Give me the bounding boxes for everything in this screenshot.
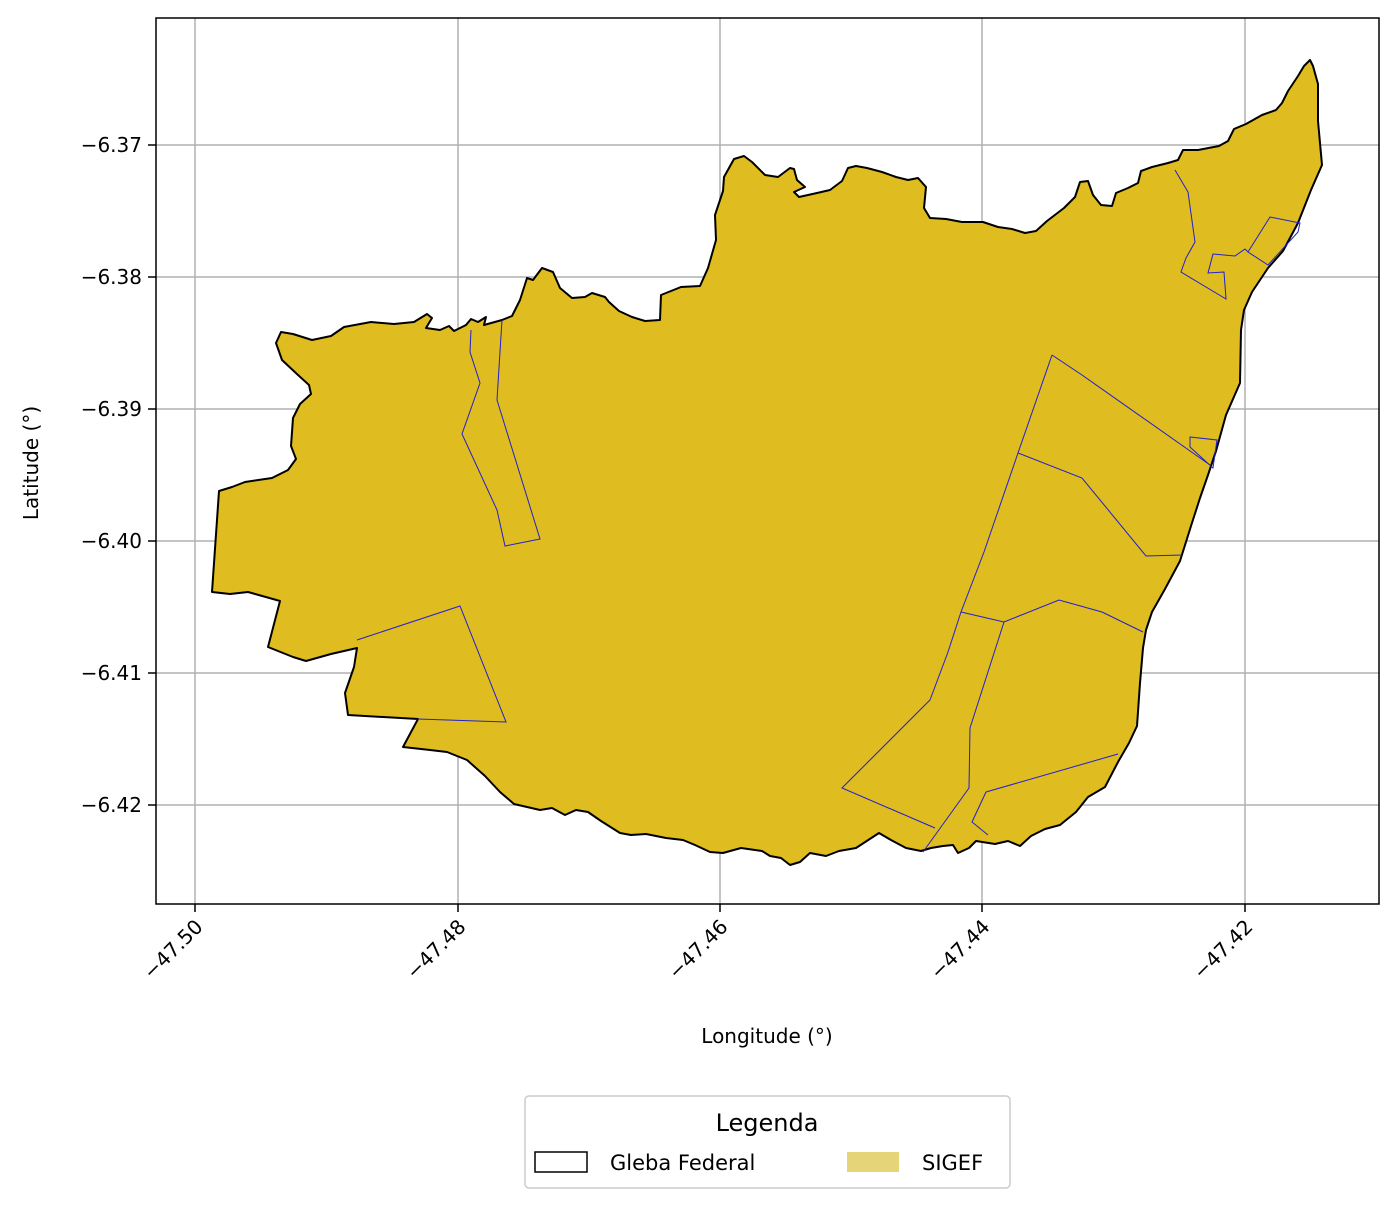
y-axis: −6.37 −6.38 −6.39 −6.40 −6.41 −6.42 — [81, 133, 156, 817]
legend-title: Legenda — [716, 1109, 819, 1137]
y-tick-label: −6.41 — [81, 661, 142, 685]
legend-swatch-sigef — [847, 1152, 899, 1172]
x-tick-label: −47.48 — [401, 915, 470, 984]
legend-label-gleba: Gleba Federal — [610, 1151, 755, 1175]
y-tick-label: −6.38 — [81, 265, 142, 289]
y-tick-label: −6.40 — [81, 529, 142, 553]
x-tick-label: −47.46 — [663, 915, 732, 984]
y-tick-label: −6.37 — [81, 133, 142, 157]
y-tick-label: −6.42 — [81, 793, 142, 817]
legend-label-sigef: SIGEF — [922, 1151, 983, 1175]
x-axis-title: Longitude (°) — [701, 1024, 832, 1048]
legend: Legenda Gleba Federal SIGEF — [525, 1096, 1010, 1188]
y-tick-label: −6.39 — [81, 397, 142, 421]
x-tick-label: −47.50 — [138, 915, 207, 984]
x-tick-label: −47.42 — [1188, 915, 1257, 984]
x-axis: −47.50 −47.48 −47.46 −47.44 −47.42 — [138, 904, 1257, 984]
y-axis-title: Latitude (°) — [19, 406, 43, 520]
x-tick-label: −47.44 — [925, 915, 994, 984]
